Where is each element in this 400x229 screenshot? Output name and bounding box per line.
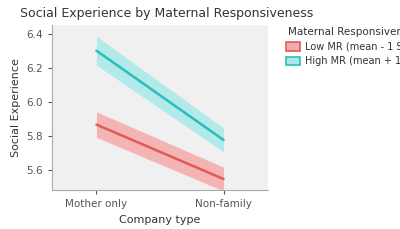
Y-axis label: Social Experience: Social Experience — [11, 58, 21, 157]
Legend: Low MR (mean - 1 SD), High MR (mean + 1 SD): Low MR (mean - 1 SD), High MR (mean + 1 … — [286, 27, 400, 66]
X-axis label: Company type: Company type — [119, 215, 201, 225]
Text: Social Experience by Maternal Responsiveness: Social Experience by Maternal Responsive… — [20, 7, 313, 20]
